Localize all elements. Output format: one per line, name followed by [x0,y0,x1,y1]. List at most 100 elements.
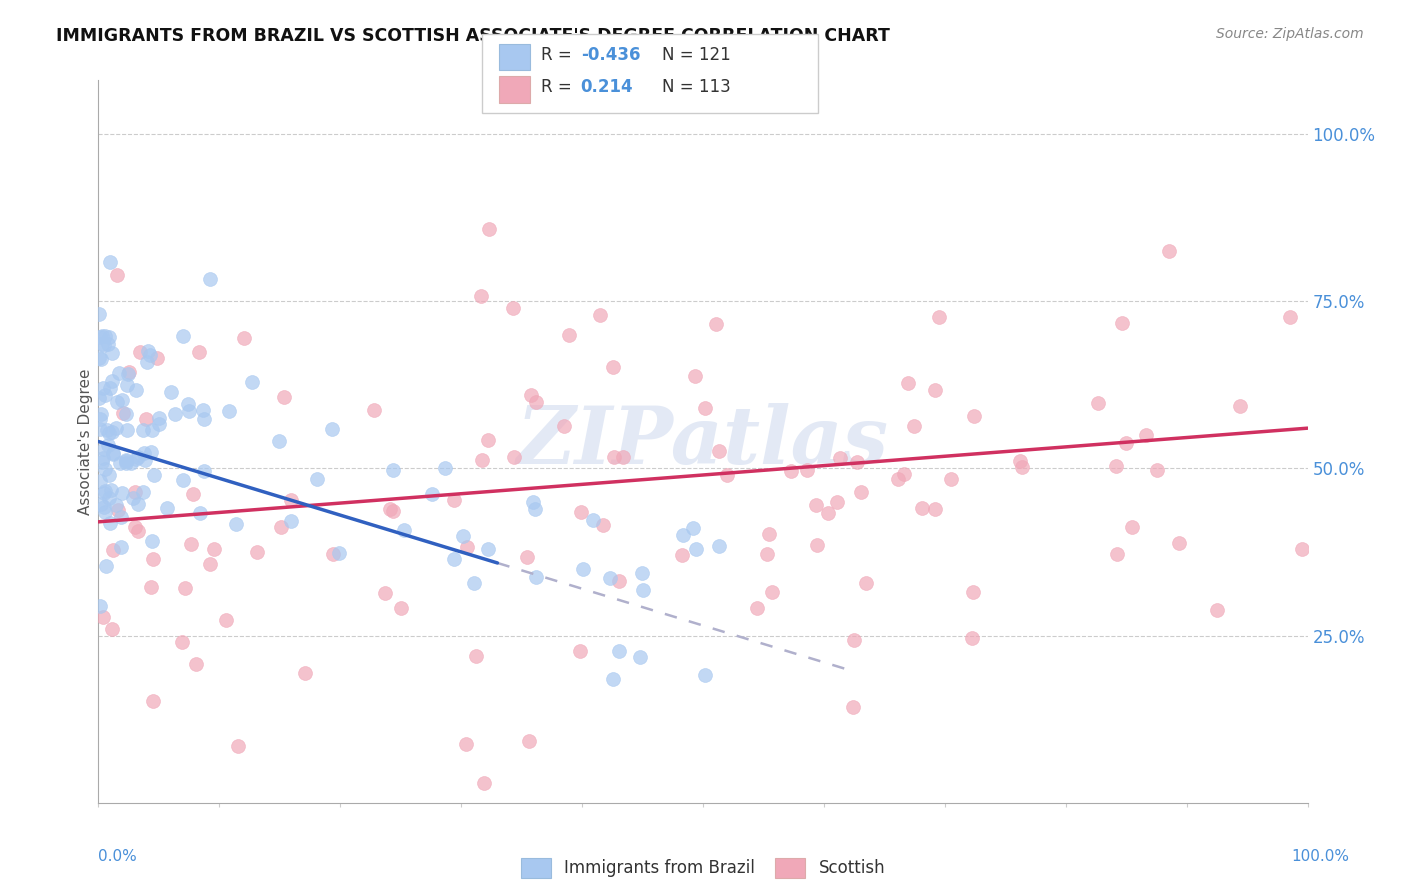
Point [472,776,495,790]
Point [887,472,910,486]
Point [94,558,117,573]
Point [246,545,269,559]
Point [124,384,146,398]
Point [582,513,605,527]
Point [463,575,485,590]
Point [963,409,986,424]
Point [226,739,249,754]
Point [127,524,149,539]
Point [172,329,194,343]
Point [434,461,457,475]
Point [91,451,114,466]
Point [91,610,114,624]
Point [569,505,592,519]
Point [381,463,404,477]
Point [174,581,197,595]
Point [962,585,984,599]
Point [456,540,478,554]
Point [129,344,152,359]
Point [115,453,138,467]
Point [215,613,238,627]
Point [378,501,401,516]
Point [179,404,201,418]
Text: R =: R = [541,78,582,96]
Point [477,433,499,447]
Point [127,497,149,511]
Point [111,486,134,500]
Point [155,501,177,516]
Point [1105,547,1128,561]
Text: 0.214: 0.214 [581,78,633,96]
Point [280,493,302,508]
Point [89,474,111,488]
Point [1279,310,1302,325]
Point [115,378,138,392]
Point [553,419,575,434]
Point [328,546,350,560]
Point [198,272,221,286]
Point [294,665,316,680]
Point [572,562,595,576]
Point [924,502,946,516]
Point [104,498,127,512]
Point [523,502,546,516]
Point [100,483,122,497]
Point [924,383,946,397]
Point [141,533,163,548]
Point [568,644,591,658]
Point [97,468,120,483]
Point [631,566,654,581]
Point [98,516,121,531]
Point [139,445,162,459]
Point [96,423,118,437]
Point [845,455,868,469]
Point [1206,603,1229,617]
Point [695,401,717,415]
Point [89,330,111,344]
Text: N = 121: N = 121 [662,46,731,64]
Point [148,411,170,425]
Point [806,538,828,552]
Point [87,351,110,365]
Point [115,423,138,437]
Point [609,574,631,588]
Point [599,571,621,585]
Point [94,461,117,475]
Point [105,268,128,282]
Point [240,376,263,390]
Legend: Immigrants from Brazil, Scottish: Immigrants from Brazil, Scottish [520,858,886,878]
Point [842,632,865,647]
Point [716,468,738,483]
Point [796,463,818,477]
Text: Source: ZipAtlas.com: Source: ZipAtlas.com [1216,27,1364,41]
Point [519,387,541,401]
Point [91,455,114,469]
Point [682,521,704,535]
Point [107,503,129,517]
Point [470,289,492,303]
Point [90,498,112,512]
Point [124,520,146,534]
Point [602,672,624,686]
Point [756,547,779,561]
Point [420,486,443,500]
Point [142,552,165,566]
Point [104,421,127,435]
Point [165,408,187,422]
Point [145,351,167,366]
Point [111,392,134,407]
Point [160,384,183,399]
Point [1146,463,1168,477]
Point [127,450,149,465]
Point [443,493,465,508]
Point [1011,460,1033,475]
Point [181,487,204,501]
Text: IMMIGRANTS FROM BRAZIL VS SCOTTISH ASSOCIATE'S DEGREE CORRELATION CHART: IMMIGRANTS FROM BRAZIL VS SCOTTISH ASSOC… [56,27,890,45]
Point [747,601,769,615]
Point [103,447,125,461]
Point [443,552,465,566]
Point [382,504,405,518]
Point [97,337,120,351]
Point [502,450,524,465]
Point [193,465,215,479]
